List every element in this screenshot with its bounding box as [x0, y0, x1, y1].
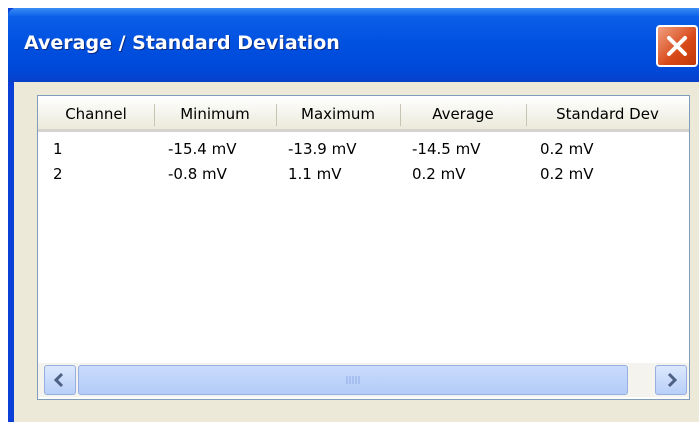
column-header[interactable]: Standard Dev [526, 96, 689, 132]
horizontal-scrollbar [38, 363, 689, 397]
column-header[interactable]: Average [400, 96, 526, 132]
header-separator [154, 104, 155, 126]
column-header[interactable]: Minimum [154, 96, 276, 132]
table-cell: 0.2 mV [540, 140, 594, 158]
close-button[interactable] [656, 25, 698, 67]
header-separator [276, 104, 277, 126]
title-bar: Average / Standard Deviation [8, 8, 699, 82]
table-cell: -13.9 mV [288, 140, 357, 158]
header-separator [526, 104, 527, 126]
column-header[interactable]: Maximum [276, 96, 400, 132]
column-header[interactable]: Channel [38, 96, 154, 132]
thumb-grip [346, 376, 360, 384]
dialog-window: Average / Standard Deviation Channel Mini… [8, 8, 699, 422]
table-cell: 1.1 mV [288, 165, 342, 183]
list-view[interactable]: Channel Minimum Maximum Average Standard Dev… [37, 95, 690, 400]
window-title: Average / Standard Deviation [24, 32, 340, 54]
table-cell: 1 [53, 140, 63, 158]
table-cell: 0.2 mV [540, 165, 594, 183]
table-cell: 0.2 mV [412, 165, 466, 183]
scroll-right-button[interactable] [655, 365, 687, 395]
close-icon [667, 36, 687, 56]
table-cell: 2 [53, 165, 63, 183]
scroll-thumb[interactable] [78, 365, 628, 395]
header-separator [400, 104, 401, 126]
table-cell: -15.4 mV [168, 140, 237, 158]
left-arrow [53, 372, 64, 388]
table-cell: -14.5 mV [412, 140, 481, 158]
right-arrow [667, 372, 678, 388]
scroll-left-button[interactable] [44, 365, 76, 395]
table-cell: -0.8 mV [168, 165, 227, 183]
